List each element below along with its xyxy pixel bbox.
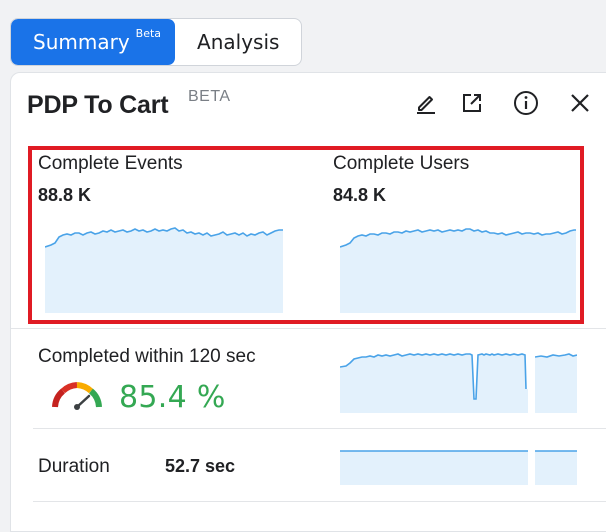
complete-events-sparkline bbox=[45, 227, 283, 313]
completion-sparkline-recent bbox=[535, 353, 577, 413]
complete-events-value: 88.8 K bbox=[38, 185, 92, 205]
info-button[interactable] bbox=[512, 89, 540, 117]
section-divider bbox=[11, 328, 606, 329]
duration-sparkline bbox=[340, 450, 528, 485]
duration-value: 52.7 sec bbox=[165, 456, 236, 476]
open-external-button[interactable] bbox=[458, 89, 486, 117]
tab-analysis[interactable]: Analysis bbox=[175, 19, 301, 65]
funnel-card: PDP To Cart BETA Complete Events 88.8 K … bbox=[10, 72, 606, 532]
completion-percent: 85.4 % bbox=[119, 380, 226, 415]
tab-analysis-label: Analysis bbox=[197, 30, 280, 54]
duration-sparkline-recent bbox=[535, 450, 577, 485]
tab-summary[interactable]: Summary Beta bbox=[11, 19, 176, 65]
complete-events-label: Complete Events bbox=[38, 153, 183, 174]
card-beta-badge: BETA bbox=[188, 88, 231, 105]
tab-summary-label: Summary bbox=[33, 30, 130, 54]
edit-button[interactable] bbox=[412, 89, 440, 117]
complete-users-sparkline bbox=[340, 228, 576, 313]
completion-label: Completed within 120 sec bbox=[38, 346, 256, 367]
close-button[interactable] bbox=[566, 89, 594, 117]
tab-summary-beta-badge: Beta bbox=[135, 26, 162, 40]
pencil-icon bbox=[417, 96, 435, 114]
completion-sparkline bbox=[340, 353, 528, 413]
duration-label: Duration bbox=[38, 456, 110, 477]
complete-users-value: 84.8 K bbox=[333, 185, 387, 205]
close-icon bbox=[571, 94, 589, 112]
row-divider-bottom bbox=[33, 501, 606, 502]
complete-users-label: Complete Users bbox=[333, 153, 470, 174]
external-link-icon bbox=[463, 94, 481, 112]
card-title: PDP To Cart bbox=[27, 91, 169, 119]
view-tabs: Summary Beta Analysis bbox=[10, 18, 303, 66]
info-icon bbox=[514, 91, 538, 115]
key-metrics-highlight bbox=[28, 146, 584, 324]
row-divider bbox=[33, 428, 606, 429]
completion-gauge bbox=[52, 382, 102, 410]
